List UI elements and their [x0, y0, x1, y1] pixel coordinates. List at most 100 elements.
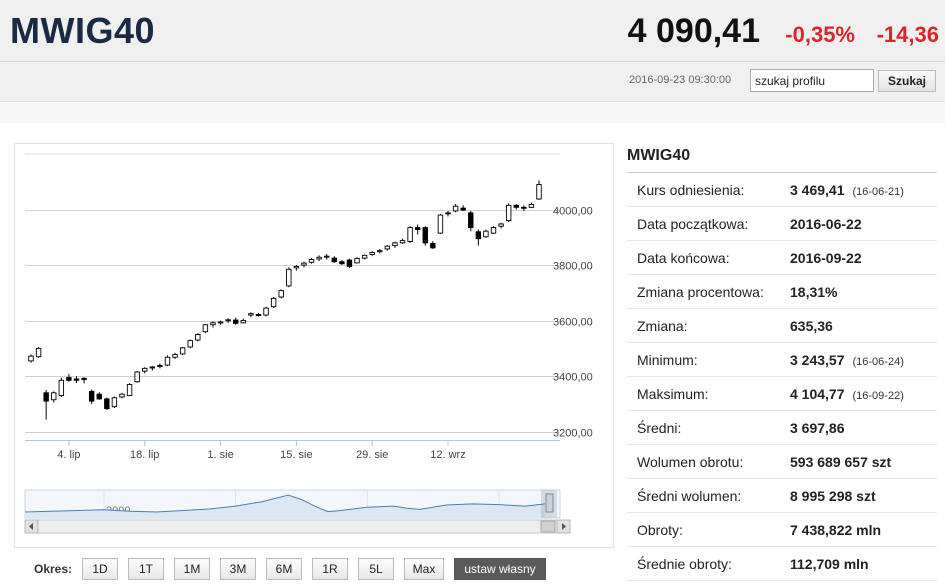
navigator-selection — [541, 490, 557, 518]
candle-body — [528, 204, 535, 208]
chevron-left-icon — [29, 523, 33, 530]
stats-row: Data początkowa: 2016-06-22 — [627, 207, 937, 241]
candle-body — [361, 254, 368, 259]
candle-body — [179, 347, 186, 355]
navigator-handle[interactable] — [545, 493, 554, 513]
period-button-5l[interactable]: 5L — [358, 558, 394, 580]
candle-body — [81, 377, 87, 380]
x-tick-label: 29. sie — [356, 449, 388, 461]
stats-row: Średni: 3 697,86 — [627, 411, 937, 445]
stats-label: Wolumen obrotu: — [637, 454, 744, 470]
candle-body — [225, 319, 231, 322]
stats-value-text: 593 689 657 szt — [790, 454, 892, 470]
candle-body — [505, 204, 512, 222]
y-tick-label: 4000,00 — [553, 206, 593, 218]
stats-value-text: 3 469,41 — [790, 182, 845, 198]
candle-body — [66, 377, 72, 381]
change-absolute: -14,36 — [876, 22, 939, 47]
x-tick-label: 18. lip — [130, 449, 159, 461]
period-button-6m[interactable]: 6M — [266, 558, 302, 580]
ticker-symbol: MWIG40 — [10, 10, 156, 51]
candle-body — [490, 227, 497, 234]
candlestick-chart[interactable]: 4000,00 3800,00 3600,00 3400,00 3200,00 4. li… — [15, 144, 615, 549]
y-tick-label: 3200,00 — [553, 428, 593, 440]
stats-label: Data końcowa: — [637, 250, 730, 266]
last-price: 4 090,41 — [627, 12, 760, 50]
period-button-1d[interactable]: 1D — [82, 558, 118, 580]
stats-value: 3 243,57 (16-06-24) — [790, 352, 904, 368]
period-label: Okres: — [34, 562, 73, 576]
stats-value-text: 112,709 mln — [790, 556, 869, 572]
chevron-right-icon — [562, 523, 566, 530]
x-tick-label: 12. wrz — [430, 449, 465, 461]
candle-body — [210, 322, 216, 326]
stats-value-text: 7 438,822 mln — [790, 522, 882, 538]
candle-body — [88, 390, 95, 402]
stats-label: Średnie obroty: — [637, 556, 732, 572]
stats-row: Wolumen obrotu: 593 689 657 szt — [627, 445, 937, 479]
stats-value: 8 995 298 szt — [790, 488, 876, 504]
stats-value: 4 104,77 (16-09-22) — [790, 386, 904, 402]
stats-value-text: 8 995 298 szt — [790, 488, 876, 504]
candle-body — [437, 214, 444, 234]
candle-body — [28, 355, 34, 362]
candle-body — [392, 242, 398, 247]
period-button-3m[interactable]: 3M — [220, 558, 256, 580]
candle-body — [187, 340, 193, 348]
change-percent: -0,35% — [785, 22, 855, 47]
stats-row: Minimum: 3 243,57 (16-06-24) — [627, 343, 937, 377]
candle-body — [134, 371, 140, 383]
stats-panel: MWIG40 Kurs odniesienia: 3 469,41 (16-06-2… — [627, 143, 937, 581]
candle-body — [460, 207, 466, 211]
candle-body — [255, 314, 262, 317]
stats-value: 635,36 — [790, 318, 833, 334]
scroll-thumb[interactable] — [540, 520, 556, 533]
candle-body — [445, 212, 451, 215]
stats-row: Średnie obroty: 112,709 mln — [627, 547, 937, 581]
candle-body — [195, 334, 201, 341]
candle-body — [414, 227, 421, 230]
candle-body — [377, 250, 383, 253]
candle-body — [536, 184, 542, 200]
y-tick-label: 3400,00 — [553, 372, 593, 384]
candle-body — [407, 227, 413, 242]
period-button-max[interactable]: Max — [404, 558, 444, 580]
stats-value: 18,31% — [790, 284, 837, 300]
candle-body — [149, 366, 156, 369]
candle-body — [316, 256, 322, 260]
stats-label: Średni wolumen: — [637, 488, 742, 504]
candle-body — [369, 252, 375, 255]
toolbar: 2016-09-23 09:30:00 Szukaj — [0, 62, 945, 102]
stats-value-text: 18,31% — [790, 284, 838, 300]
stats-label: Obroty: — [637, 522, 683, 538]
stats-row: Data końcowa: 2016-09-22 — [627, 241, 937, 275]
stats-value: 112,709 mln — [790, 556, 869, 572]
candle-body — [119, 393, 125, 398]
search-button[interactable]: Szukaj — [878, 70, 936, 92]
navigator-line — [24, 494, 546, 513]
candle-body — [301, 262, 307, 266]
stats-label: Kurs odniesienia: — [637, 182, 745, 198]
x-tick-label: 1. sie — [207, 449, 233, 461]
stats-row: Zmiana procentowa: 18,31% — [627, 275, 937, 309]
candle-body — [51, 392, 57, 401]
chart-scrollbar[interactable] — [24, 519, 561, 534]
candle-body — [475, 231, 482, 240]
stats-value: 7 438,822 mln — [790, 522, 881, 538]
period-button-1m[interactable]: 1M — [174, 558, 210, 580]
period-button-1t[interactable]: 1T — [128, 558, 164, 580]
profile-search-input[interactable] — [750, 69, 874, 92]
candle-body — [270, 297, 277, 308]
stats-row: Średni wolumen: 8 995 298 szt — [627, 479, 937, 513]
candle-body — [202, 324, 209, 333]
candle-body — [157, 365, 163, 368]
candle-body — [126, 384, 133, 397]
candle-body — [483, 230, 489, 238]
header-spacer — [0, 103, 945, 123]
candle-body — [293, 266, 300, 269]
candle-body — [468, 212, 474, 229]
stats-label: Średni: — [637, 420, 682, 436]
candle-body — [240, 320, 246, 324]
period-button-custom[interactable]: ustaw własny — [454, 558, 546, 580]
period-button-1r[interactable]: 1R — [312, 558, 348, 580]
